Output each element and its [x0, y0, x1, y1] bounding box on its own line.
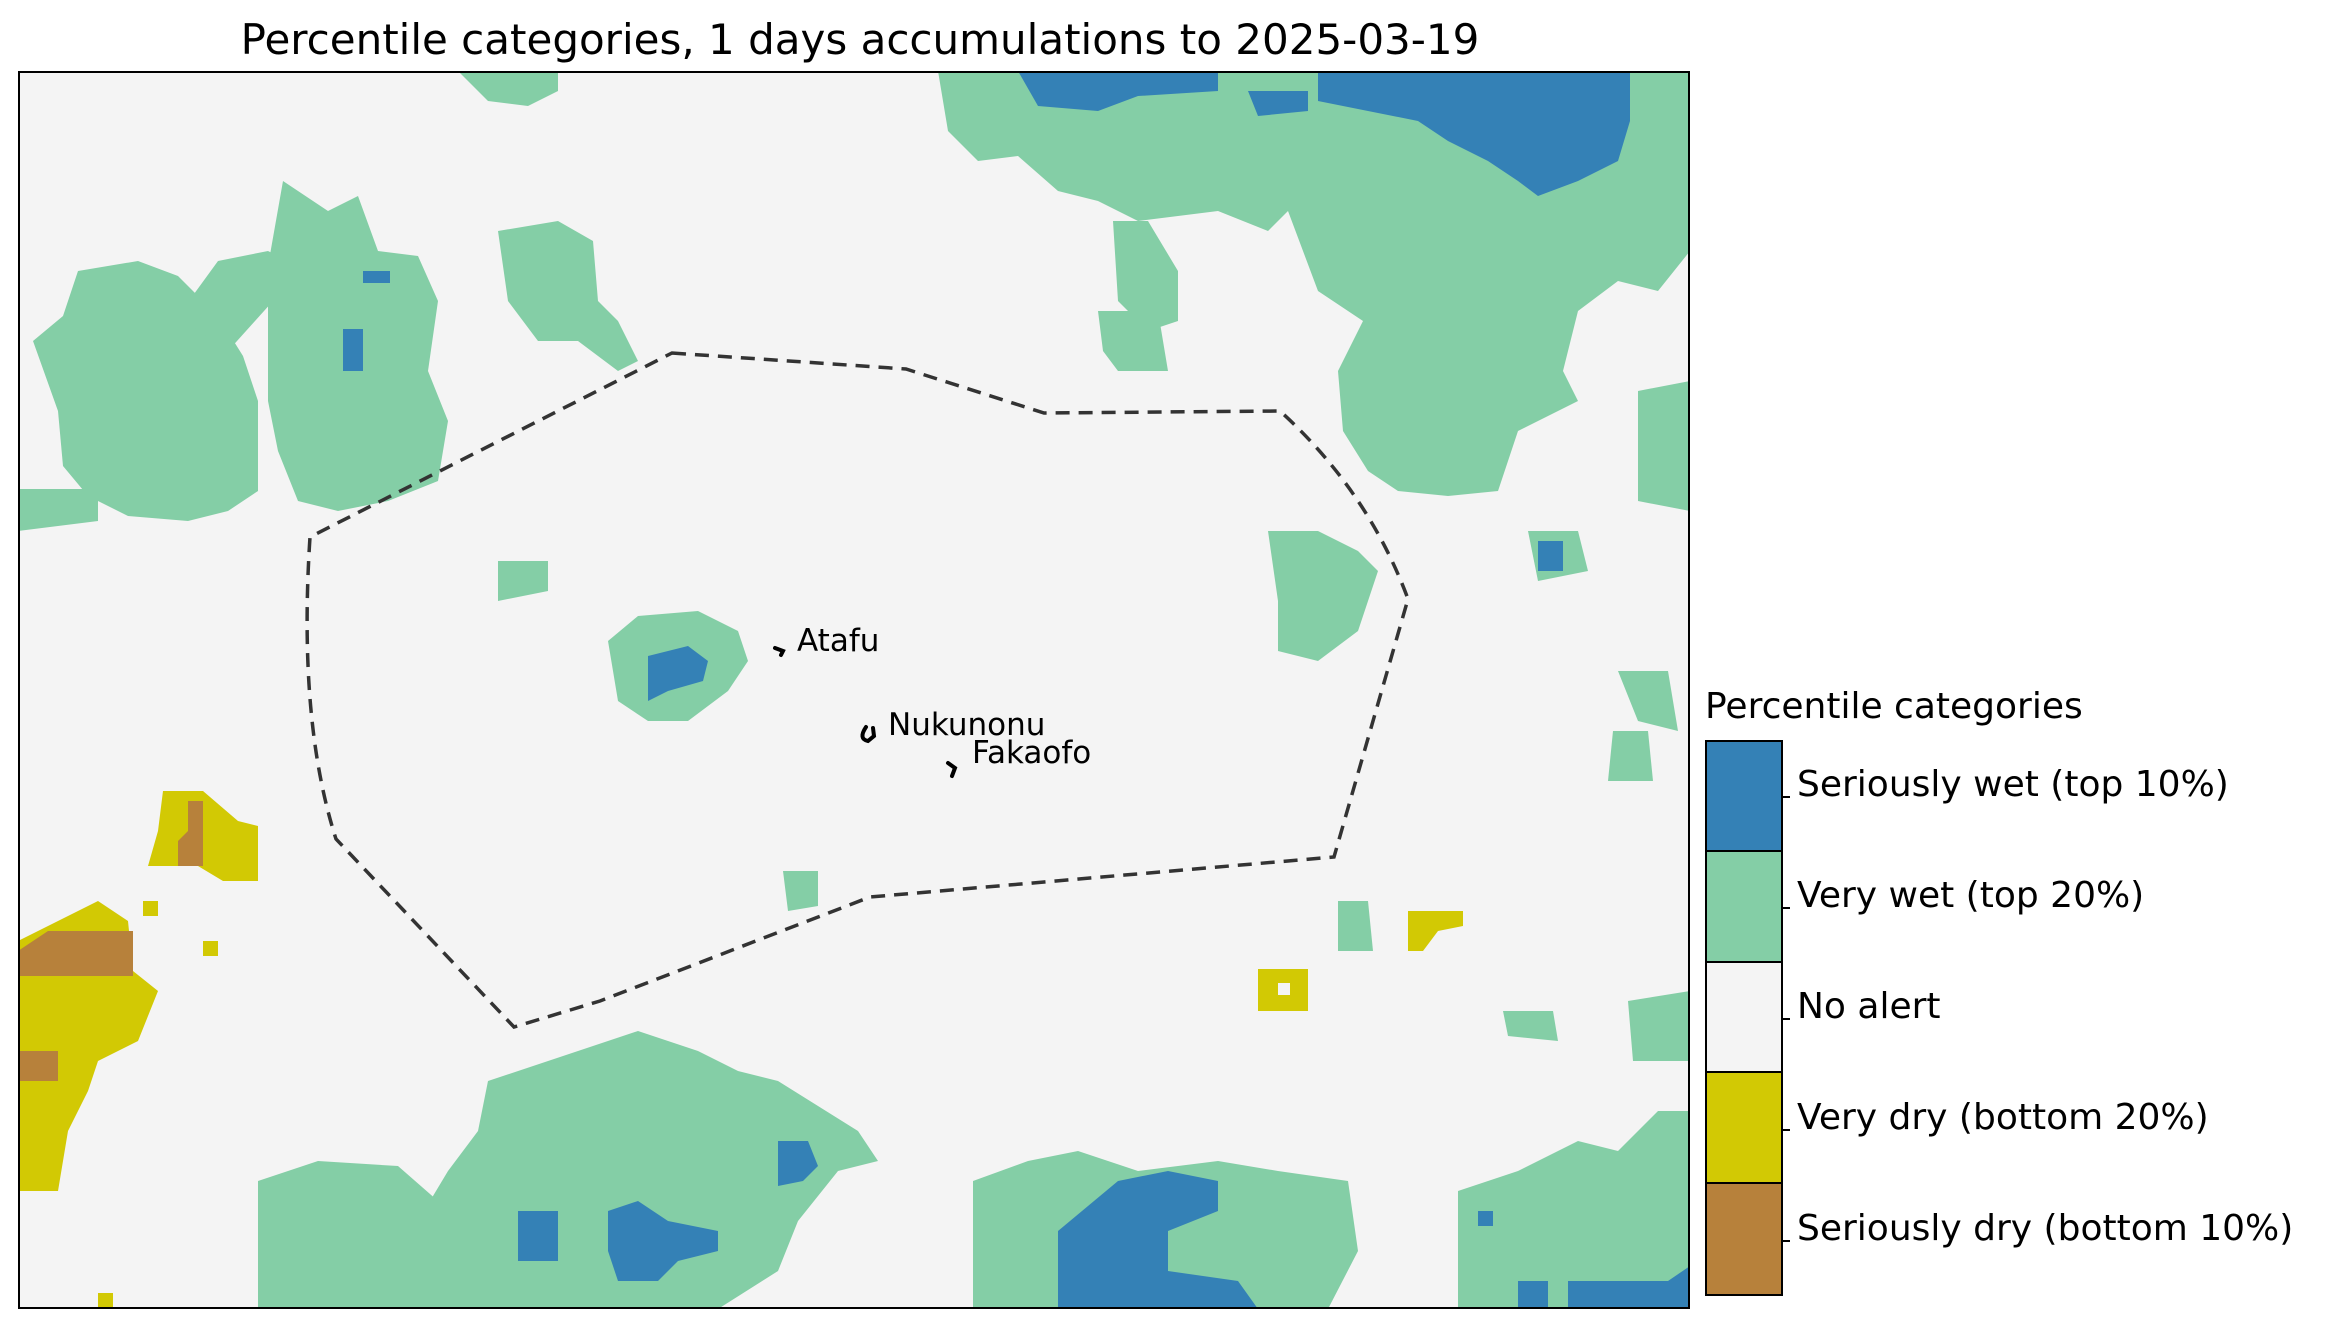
seriously-wet-region-south-1: [518, 1211, 558, 1261]
place-label-nukunonu: Nukunonu: [888, 707, 1045, 743]
seriously-dry-areas: [18, 801, 203, 1081]
legend-swatch-no-alert: [1707, 962, 1781, 1074]
seriously-wet-region-east-mini: [1478, 1211, 1493, 1226]
seriously-wet-region-southeast-1: [1518, 1281, 1548, 1309]
very-wet-region-east-small-2: [1608, 731, 1653, 781]
place-label-fakaofo: Fakaofo: [972, 735, 1091, 771]
very-wet-region-north: [498, 221, 638, 371]
legend-tick: [1783, 907, 1790, 909]
legend-label-no-alert: No alert: [1797, 986, 1941, 1027]
legend-tick: [1783, 1129, 1790, 1131]
very-wet-region-east-center: [1268, 531, 1378, 661]
legend-colorbar: [1705, 740, 1783, 1296]
seriously-wet-region-northeast: [1018, 71, 1218, 111]
very-wet-region-center-small: [498, 561, 548, 601]
seriously-wet-region-south-center: [778, 1141, 818, 1186]
seriously-wet-region-northwest-dot: [363, 271, 390, 283]
legend-label-seriously-wet: Seriously wet (top 10%): [1797, 764, 2229, 805]
fakaofo-atoll-shape: [946, 761, 958, 778]
very-wet-region-northeast-spots: [1113, 221, 1178, 331]
very-wet-region-southeast-right: [1628, 991, 1690, 1061]
very-wet-region-top-small: [458, 71, 558, 106]
legend-swatch-seriously-dry: [1707, 1183, 1781, 1294]
very-wet-region-southeast-dot: [1503, 1011, 1558, 1041]
very-wet-region-center-dot: [783, 871, 818, 911]
legend-label-seriously-dry: Seriously dry (bottom 10%): [1797, 1208, 2294, 1249]
seriously-wet-region-south-east: [1058, 1171, 1258, 1309]
legend-swatch-very-dry: [1707, 1073, 1781, 1184]
legend-tick: [1783, 1018, 1790, 1020]
rainfall-percentile-map[interactable]: Atafu Nukunonu Fakaofo: [18, 71, 1690, 1309]
atafu-atoll-shape: [773, 646, 786, 657]
legend-title: Percentile categories: [1705, 686, 2083, 727]
seriously-wet-region-southeast-2: [1568, 1266, 1690, 1309]
eez-boundary-dashed: [305, 351, 1410, 1029]
seriously-dry-region-west-small: [178, 801, 203, 866]
legend-tick: [1783, 796, 1790, 798]
very-wet-region-southwest: [258, 1161, 468, 1309]
very-wet-region-east-small: [1618, 671, 1678, 731]
seriously-wet-region-center: [648, 646, 708, 701]
seriously-dry-region-west: [18, 931, 133, 976]
very-dry-region-east-corner: [1408, 911, 1463, 951]
legend-label-very-dry: Very dry (bottom 20%): [1797, 1097, 2209, 1138]
map-title: Percentile categories, 1 days accumulati…: [240, 15, 1480, 64]
seriously-dry-region-west-2: [18, 1051, 58, 1081]
map-frame: [18, 71, 1690, 1309]
very-wet-region-southeast: [1458, 1111, 1690, 1309]
legend-label-very-wet: Very wet (top 20%): [1797, 875, 2145, 916]
seriously-wet-areas: [343, 71, 1690, 1309]
seriously-wet-region-east-dot: [1538, 541, 1563, 571]
very-wet-region-east-dot: [1338, 901, 1373, 951]
legend-swatch-very-wet: [1707, 852, 1781, 963]
very-wet-region-northeast: [938, 71, 1690, 496]
seriously-wet-region-northeast-3: [1248, 91, 1308, 116]
nukunonu-atoll-shape: [860, 725, 877, 744]
atoll-markers: [773, 646, 958, 778]
very-dry-region-south-dot: [98, 1293, 113, 1309]
very-wet-region-east-edge: [1638, 381, 1690, 511]
legend-tick: [1783, 1240, 1790, 1242]
legend-swatch-seriously-wet: [1707, 742, 1781, 853]
seriously-wet-region-northeast-2: [1318, 71, 1630, 196]
very-wet-region-northeast-spots-2: [1098, 311, 1168, 371]
seriously-wet-region-northwest-dot-2: [343, 329, 363, 371]
very-dry-region-west-dot-2: [203, 941, 218, 956]
place-label-atafu: Atafu: [797, 623, 879, 659]
very-dry-ring-hole: [1278, 983, 1290, 995]
seriously-wet-region-south-2: [608, 1201, 718, 1281]
very-wet-region-far-west-strip: [18, 489, 98, 531]
very-dry-region-west-dot: [143, 901, 158, 916]
